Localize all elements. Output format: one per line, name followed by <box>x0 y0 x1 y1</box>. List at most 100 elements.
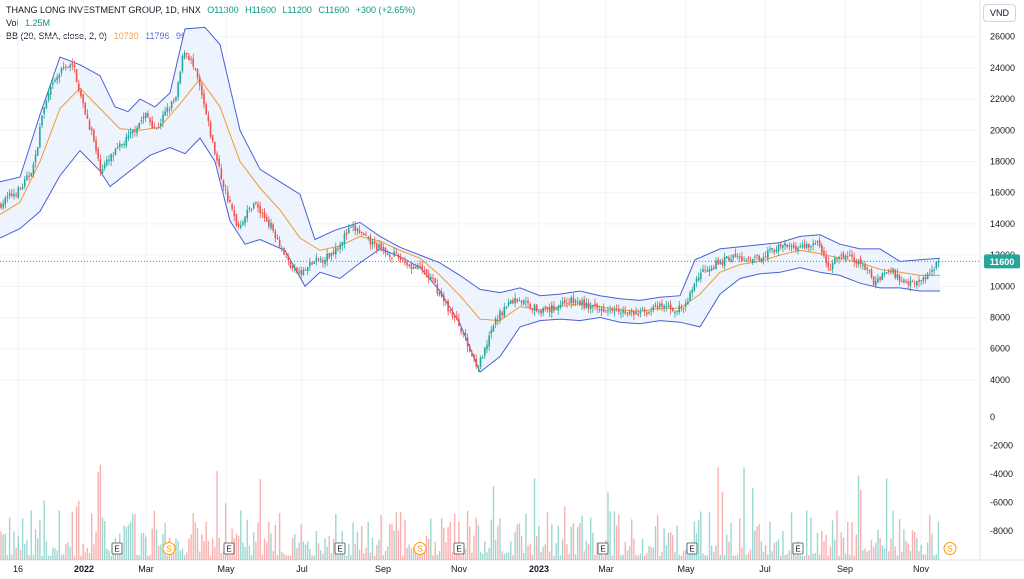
candle-body <box>708 269 711 272</box>
volume-bar <box>337 555 339 560</box>
volume-bar <box>302 541 305 560</box>
candle-body <box>425 269 428 274</box>
candle-body <box>77 83 80 92</box>
volume-bar <box>155 529 158 560</box>
candle-body <box>438 292 441 296</box>
volume-bar <box>697 520 700 560</box>
candle-body <box>656 305 659 309</box>
candle-body <box>695 278 698 283</box>
earnings-marker <box>453 542 465 555</box>
candle-body <box>654 304 657 307</box>
volume-bar <box>175 538 177 560</box>
candle-body <box>175 97 177 101</box>
volume-bar <box>11 554 13 560</box>
volume-bar <box>767 554 769 560</box>
candle-body <box>624 311 627 314</box>
volume-bar <box>34 529 37 560</box>
dividend-marker <box>943 542 957 555</box>
candle-body <box>596 304 598 309</box>
volume-bar <box>451 552 454 560</box>
volume-bar <box>397 530 400 560</box>
candle-body <box>823 250 825 256</box>
candle-body <box>36 147 39 156</box>
x-tick-label: Nov <box>913 564 930 574</box>
candle-body <box>453 316 456 318</box>
volume-bar <box>436 554 439 560</box>
candle-body <box>281 247 283 249</box>
volume-bar <box>669 531 672 560</box>
candle-body <box>121 143 123 146</box>
candle-body <box>302 270 305 276</box>
volume-bar <box>395 512 397 560</box>
volume-bar <box>350 555 352 560</box>
candle-body <box>700 272 702 280</box>
candle-body <box>389 254 391 258</box>
candle-body <box>756 254 758 257</box>
volume-bar <box>639 553 642 560</box>
candle-body <box>0 203 2 209</box>
volume-bar <box>300 524 302 560</box>
volume-bar <box>427 538 430 560</box>
volume-bar <box>542 546 544 560</box>
volume-bar <box>814 553 817 560</box>
candle-body <box>73 64 76 68</box>
candle-body <box>142 116 145 119</box>
y-tick-label-volume: -6000 <box>990 498 1013 508</box>
candle-body <box>185 52 188 55</box>
bb-lower-line <box>0 137 940 373</box>
volume-bar <box>579 522 581 560</box>
candle-body <box>926 274 929 280</box>
candle-body <box>423 270 426 272</box>
volume-bar <box>32 554 35 560</box>
y-tick-label: 4000 <box>990 375 1010 385</box>
candle-body <box>244 216 246 224</box>
x-tick-label: May <box>677 564 695 574</box>
candle-body <box>721 261 724 265</box>
candle-body <box>540 310 542 314</box>
volume-bar <box>153 510 156 560</box>
volume-bar <box>533 478 536 560</box>
candle-body <box>17 187 20 198</box>
volume-bar <box>641 538 644 560</box>
candle-body <box>380 243 382 249</box>
candle-body <box>661 303 663 307</box>
volume-bar <box>857 475 860 560</box>
candle-body <box>190 58 192 60</box>
currency-button[interactable]: VND <box>982 4 1016 22</box>
candle-body <box>827 261 830 268</box>
candle-body <box>276 237 279 239</box>
volume-bar <box>425 535 428 560</box>
candle-body <box>384 247 387 254</box>
candle-body <box>257 203 259 208</box>
candle-body <box>600 308 603 311</box>
candle-body <box>648 312 650 314</box>
volume-bar <box>93 544 95 560</box>
volume-bar <box>248 545 251 560</box>
candle-body <box>509 300 512 304</box>
volume-bar <box>894 546 896 560</box>
candle-body <box>177 82 179 98</box>
candle-body <box>164 111 166 116</box>
volume-bar <box>449 522 451 560</box>
candle-body <box>563 300 566 303</box>
volume-bar <box>525 513 527 560</box>
earnings-marker-label: E <box>337 545 342 554</box>
volume-bar <box>13 531 15 560</box>
candle-body <box>106 159 108 165</box>
volume-bar <box>227 552 229 560</box>
volume-bar <box>8 517 11 560</box>
volume-bar <box>633 538 635 560</box>
volume-bar <box>220 553 223 560</box>
volume-bar <box>829 546 832 560</box>
volume-bar <box>246 519 248 560</box>
candle-body <box>741 256 743 262</box>
candle-body <box>309 261 311 267</box>
volume-bar <box>456 553 458 560</box>
candle-body <box>153 126 156 129</box>
volume-bar <box>19 549 22 560</box>
volume-bar <box>868 550 871 560</box>
volume-bar <box>834 539 836 560</box>
volume-bar <box>261 554 264 560</box>
candle-body <box>432 278 434 280</box>
